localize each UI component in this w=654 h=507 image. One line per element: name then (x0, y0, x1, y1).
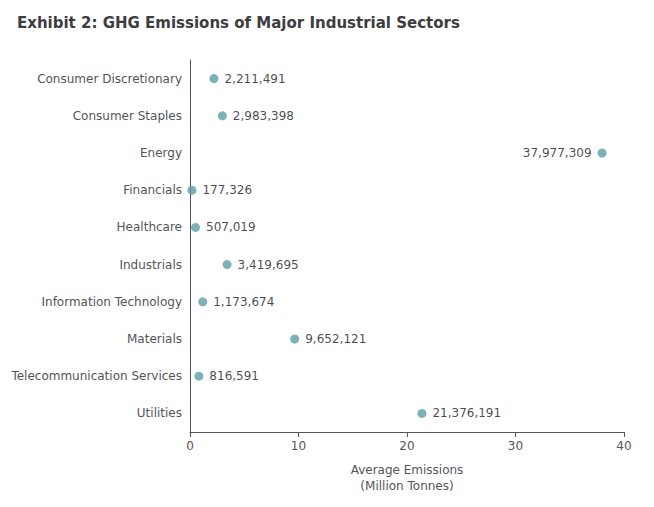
svg-text:3,419,695: 3,419,695 (238, 258, 299, 272)
svg-text:Industrials: Industrials (119, 258, 182, 272)
svg-text:10: 10 (291, 439, 306, 453)
svg-text:177,326: 177,326 (202, 183, 252, 197)
svg-text:816,591: 816,591 (209, 369, 259, 383)
svg-text:40: 40 (616, 439, 631, 453)
svg-text:Exhibit 2: GHG Emissions of Ma: Exhibit 2: GHG Emissions of Major Indust… (17, 14, 460, 32)
svg-text:9,652,121: 9,652,121 (305, 332, 366, 346)
svg-text:2,211,491: 2,211,491 (224, 72, 285, 86)
svg-text:21,376,191: 21,376,191 (432, 406, 501, 420)
svg-text:Healthcare: Healthcare (117, 220, 182, 234)
svg-text:Financials: Financials (123, 183, 182, 197)
svg-text:Consumer Staples: Consumer Staples (73, 109, 182, 123)
svg-text:Energy: Energy (140, 146, 182, 160)
svg-text:Consumer Discretionary: Consumer Discretionary (37, 72, 182, 86)
svg-text:507,019: 507,019 (206, 220, 256, 234)
svg-text:Average Emissions: Average Emissions (351, 463, 464, 477)
svg-text:Information Technology: Information Technology (42, 295, 183, 309)
svg-text:0: 0 (186, 439, 194, 453)
svg-text:Materials: Materials (127, 332, 182, 346)
svg-text:(Million Tonnes): (Million Tonnes) (360, 479, 453, 493)
svg-text:Telecommunication Services: Telecommunication Services (10, 369, 182, 383)
svg-text:30: 30 (508, 439, 523, 453)
svg-text:1,173,674: 1,173,674 (213, 295, 274, 309)
svg-text:20: 20 (399, 439, 414, 453)
svg-text:37,977,309: 37,977,309 (523, 146, 592, 160)
svg-text:Utilities: Utilities (137, 406, 182, 420)
svg-text:2,983,398: 2,983,398 (233, 109, 294, 123)
